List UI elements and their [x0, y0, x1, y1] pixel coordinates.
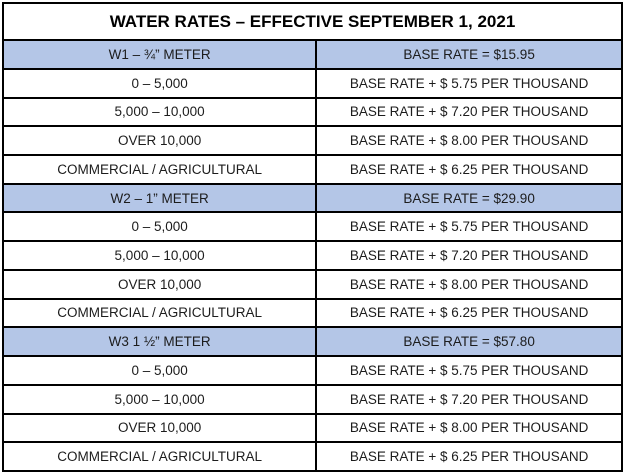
section-header-row: W1 – ¾” METER BASE RATE = $15.95	[1, 39, 623, 70]
rate-row: 5,000 – 10,000 BASE RATE + $ 7.20 PER THO…	[1, 383, 623, 415]
table-title: WATER RATES – EFFECTIVE SEPTEMBER 1, 202…	[2, 1, 623, 42]
section-header-row: W3 1 ½” METER BASE RATE = $57.80	[1, 326, 623, 358]
usage-tier-cell: COMMERCIAL / AGRICULTURAL	[1, 441, 318, 472]
rate-cell: BASE RATE + $ 6.25 PER THOUSAND	[315, 297, 623, 329]
section-header-row: W2 – 1” METER BASE RATE = $29.90	[1, 182, 623, 214]
rate-row: COMMERCIAL / AGRICULTURAL BASE RATE + $ 6…	[1, 297, 623, 329]
rate-cell: BASE RATE + $ 8.00 PER THOUSAND	[315, 268, 623, 300]
rate-row: OVER 10,000 BASE RATE + $ 8.00 PER THOUSA…	[1, 125, 623, 157]
rate-cell: BASE RATE + $ 6.25 PER THOUSAND	[315, 154, 623, 185]
rate-row: OVER 10,000 BASE RATE + $ 8.00 PER THOUSA…	[1, 412, 623, 444]
rate-row: 0 – 5,000 BASE RATE + $ 5.75 PER THOUSAND	[1, 355, 623, 386]
base-rate-header-cell: BASE RATE = $29.90	[315, 182, 623, 214]
rate-row: COMMERCIAL / AGRICULTURAL BASE RATE + $ 6…	[1, 441, 623, 472]
rate-cell: BASE RATE + $ 7.20 PER THOUSAND	[315, 96, 623, 128]
usage-tier-cell: COMMERCIAL / AGRICULTURAL	[1, 154, 318, 185]
rate-row: OVER 10,000 BASE RATE + $ 8.00 PER THOUSA…	[1, 268, 623, 300]
usage-tier-cell: OVER 10,000	[1, 412, 318, 444]
rate-cell: BASE RATE + $ 5.75 PER THOUSAND	[315, 211, 623, 243]
usage-tier-cell: 0 – 5,000	[1, 355, 318, 386]
rate-cell: BASE RATE + $ 8.00 PER THOUSAND	[315, 125, 623, 157]
usage-tier-cell: COMMERCIAL / AGRICULTURAL	[1, 297, 318, 329]
title-row: WATER RATES – EFFECTIVE SEPTEMBER 1, 202…	[2, 1, 623, 42]
rate-cell: BASE RATE + $ 6.25 PER THOUSAND	[315, 441, 623, 472]
water-rates-table-body: WATER RATES – EFFECTIVE SEPTEMBER 1, 202…	[1, 1, 623, 472]
meter-header-cell: W1 – ¾” METER	[1, 39, 318, 70]
water-rates-table: WATER RATES – EFFECTIVE SEPTEMBER 1, 202…	[1, 1, 623, 472]
meter-header-cell: W3 1 ½” METER	[1, 326, 318, 358]
rate-row: 5,000 – 10,000 BASE RATE + $ 7.20 PER THO…	[1, 96, 623, 128]
usage-tier-cell: 0 – 5,000	[1, 67, 318, 99]
base-rate-header-cell: BASE RATE = $57.80	[315, 326, 623, 358]
usage-tier-cell: 0 – 5,000	[1, 211, 318, 243]
usage-tier-cell: 5,000 – 10,000	[1, 96, 318, 128]
usage-tier-cell: OVER 10,000	[1, 268, 318, 300]
rate-cell: BASE RATE + $ 5.75 PER THOUSAND	[315, 67, 623, 99]
rate-cell: BASE RATE + $ 7.20 PER THOUSAND	[315, 240, 623, 271]
usage-tier-cell: 5,000 – 10,000	[1, 383, 318, 415]
base-rate-header-cell: BASE RATE = $15.95	[315, 39, 623, 70]
rate-row: 0 – 5,000 BASE RATE + $ 5.75 PER THOUSAND	[1, 67, 623, 99]
rate-row: 5,000 – 10,000 BASE RATE + $ 7.20 PER THO…	[1, 240, 623, 271]
rate-row: 0 – 5,000 BASE RATE + $ 5.75 PER THOUSAND	[1, 211, 623, 243]
meter-header-cell: W2 – 1” METER	[1, 182, 318, 214]
usage-tier-cell: 5,000 – 10,000	[1, 240, 318, 271]
rate-cell: BASE RATE + $ 8.00 PER THOUSAND	[315, 412, 623, 444]
rate-row: COMMERCIAL / AGRICULTURAL BASE RATE + $ 6…	[1, 154, 623, 185]
rate-cell: BASE RATE + $ 7.20 PER THOUSAND	[315, 383, 623, 415]
rate-cell: BASE RATE + $ 5.75 PER THOUSAND	[315, 355, 623, 386]
usage-tier-cell: OVER 10,000	[1, 125, 318, 157]
